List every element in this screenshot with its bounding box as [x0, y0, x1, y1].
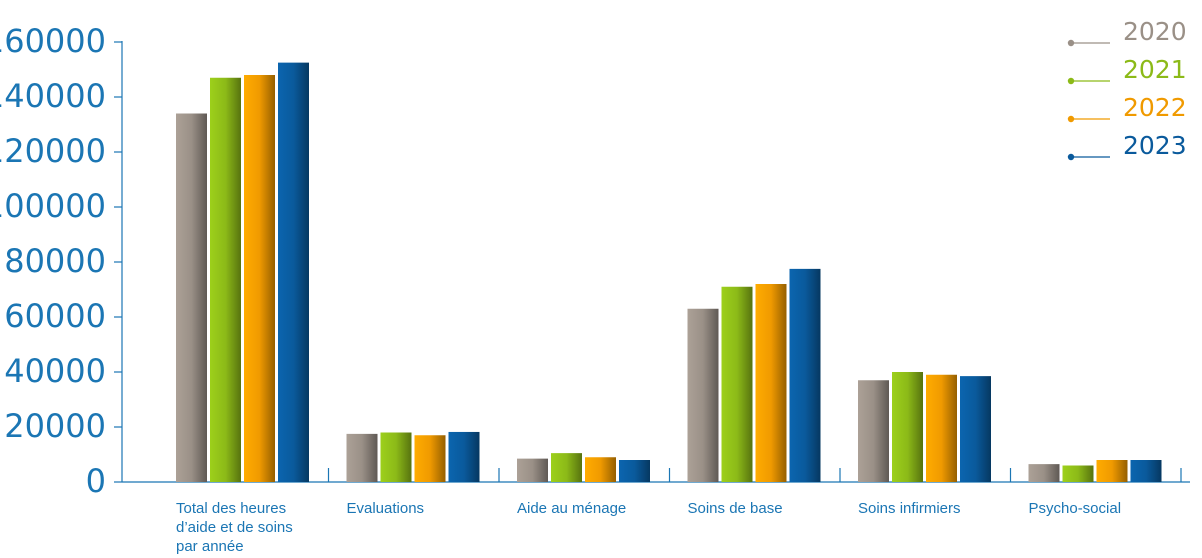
bar-2021 [721, 286, 753, 482]
bar-2020 [858, 380, 889, 482]
y-tick-label: 60000 [4, 297, 106, 335]
y-tick-label: 120000 [0, 132, 106, 170]
bar-2022 [926, 374, 957, 482]
y-tick-label: 40000 [4, 352, 106, 390]
x-tick-label: Total des heures [176, 500, 286, 517]
legend-label-2022: 2022 [1123, 93, 1187, 122]
bar-2022 [414, 435, 446, 482]
y-tick-label: 160000 [0, 22, 106, 60]
bar-2023 [789, 268, 821, 482]
bar-2022 [755, 284, 787, 482]
y-tick-label: 0 [86, 462, 106, 500]
x-tick-label: par année [176, 538, 244, 555]
bar-2023 [960, 376, 991, 482]
x-tick-label: Aide au ménage [517, 500, 626, 517]
bar-2021 [892, 372, 923, 482]
legend-label-2020: 2020 [1123, 17, 1187, 46]
bar-2022 [1096, 460, 1128, 482]
bar-2021 [210, 77, 241, 482]
x-tick-label: Evaluations [347, 500, 425, 517]
bar-2021 [380, 432, 412, 482]
bar-2020 [517, 458, 548, 482]
bar-2023 [448, 431, 480, 482]
x-tick-label: d’aide et de soins [176, 519, 293, 536]
legend-label-2023: 2023 [1123, 131, 1187, 160]
x-tick-label: Soins de base [688, 500, 783, 517]
y-tick-label: 100000 [0, 187, 106, 225]
bar-2022 [585, 457, 616, 482]
bar-2020 [1028, 464, 1060, 482]
y-tick-label: 20000 [4, 407, 106, 445]
y-tick-label: 140000 [0, 77, 106, 115]
y-tick-label: 80000 [4, 242, 106, 280]
bar-2022 [244, 75, 275, 482]
legend-label-2021: 2021 [1123, 55, 1187, 84]
bar-2023 [619, 460, 650, 482]
bar-2020 [346, 433, 378, 482]
bar-2020 [687, 308, 719, 482]
bar-2023 [278, 62, 309, 482]
bar-2023 [1130, 460, 1162, 482]
x-tick-label: Psycho-social [1029, 500, 1122, 517]
x-tick-label: Soins infirmiers [858, 500, 961, 517]
bar-2021 [1062, 465, 1094, 482]
bar-2020 [176, 113, 207, 482]
bar-2021 [551, 453, 582, 482]
